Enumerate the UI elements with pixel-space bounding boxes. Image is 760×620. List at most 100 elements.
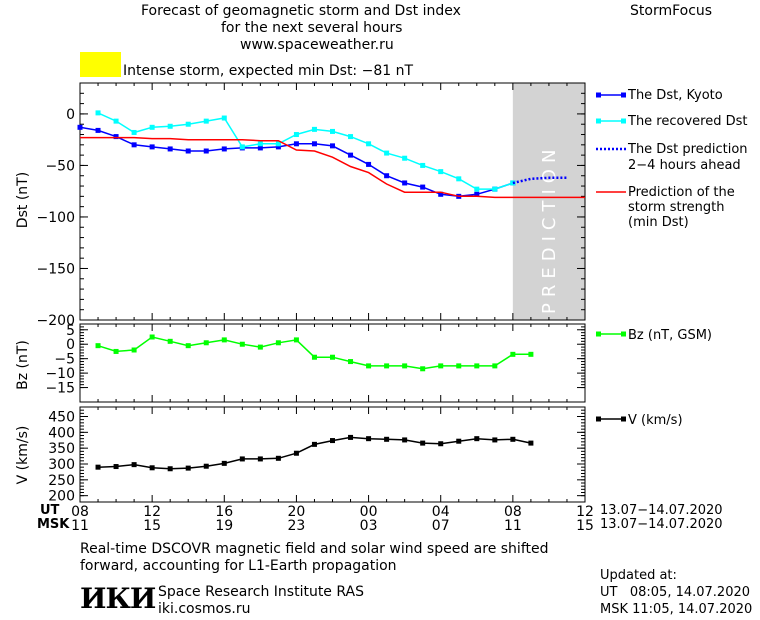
y-tick-label: −50 — [45, 158, 75, 174]
data-point — [366, 161, 372, 167]
updated-ut: UT 08:05, 14.07.2020 — [600, 585, 751, 600]
data-point — [330, 128, 335, 134]
alert-swatch — [80, 52, 121, 77]
data-point — [167, 146, 173, 152]
data-point — [275, 144, 281, 150]
y-axis-label: Dst (nT) — [15, 172, 31, 228]
data-point — [528, 440, 534, 446]
data-point — [149, 124, 155, 130]
y-tick-label: 200 — [48, 489, 75, 505]
data-point — [257, 344, 263, 350]
data-point — [366, 141, 372, 147]
y-tick-label: 0 — [66, 107, 75, 123]
legend-v-marker — [596, 416, 601, 422]
data-point — [167, 123, 173, 129]
data-point — [239, 456, 245, 462]
data-point — [311, 354, 317, 360]
x-tick-label-ut: 08 — [504, 504, 522, 520]
data-point — [402, 363, 408, 369]
data-point — [293, 132, 299, 138]
y-tick-label: 250 — [48, 473, 75, 489]
data-point — [185, 148, 191, 154]
data-point — [384, 436, 390, 442]
x-tick-label-msk: 15 — [143, 518, 161, 534]
legend-prediction-label: The Dst prediction — [627, 142, 748, 157]
legend-strength-label-2: storm strength — [628, 200, 725, 215]
bz-panel: 50−5−10−15 Bz (nT) — [15, 323, 586, 403]
iki-logo: ИКИ — [80, 582, 156, 615]
legend-prediction-label-2: 2−4 hours ahead — [628, 158, 741, 173]
data-point — [221, 337, 227, 343]
legend: The Dst, Kyoto The recovered Dst The Dst p… — [596, 88, 748, 428]
data-point — [311, 441, 317, 447]
data-point — [95, 110, 101, 116]
data-point — [77, 124, 83, 130]
institute-site: iki.cosmos.ru — [158, 601, 251, 617]
data-point — [95, 464, 101, 470]
data-point — [528, 351, 534, 357]
y-tick-label: 300 — [48, 457, 75, 473]
data-point — [402, 180, 408, 186]
data-point — [330, 354, 335, 360]
series-line — [512, 176, 567, 185]
legend-v-marker — [621, 416, 626, 422]
legend-v-label: V (km/s) — [628, 413, 683, 428]
data-point — [113, 348, 119, 354]
y-tick-label: 0 — [66, 337, 75, 353]
data-point — [402, 437, 408, 443]
data-point — [420, 366, 426, 372]
y-tick-label: −200 — [37, 313, 75, 329]
data-point — [203, 118, 209, 124]
updated-msk: MSK 11:05, 14.07.2020 — [600, 602, 753, 617]
data-point — [221, 146, 227, 152]
data-point — [275, 141, 281, 147]
data-point — [167, 466, 173, 472]
data-point — [348, 152, 354, 158]
data-point — [239, 144, 245, 150]
legend-strength-label-3: (min Dst) — [628, 215, 689, 230]
data-point — [311, 126, 317, 132]
data-point — [113, 118, 119, 124]
x-tick-label-ut: 16 — [215, 504, 233, 520]
data-point — [492, 363, 498, 369]
y-tick-label: −150 — [37, 261, 75, 277]
data-point — [203, 340, 209, 346]
data-point — [510, 436, 516, 442]
data-point — [510, 180, 516, 186]
prediction-band — [512, 83, 585, 320]
data-point — [185, 121, 191, 127]
data-point — [149, 334, 155, 340]
x-tick-label-msk: 11 — [504, 518, 522, 534]
x-tick-label-ut: 08 — [71, 504, 89, 520]
data-point — [131, 129, 137, 135]
legend-dst-kyoto-marker — [596, 92, 601, 98]
x-tick-label-ut: 12 — [576, 504, 594, 520]
data-point — [203, 463, 209, 469]
data-point — [420, 440, 426, 446]
footer-note-line1: Real-time DSCOVR magnetic field and sola… — [80, 541, 549, 557]
data-point — [293, 337, 299, 343]
data-point — [456, 176, 462, 182]
data-point — [366, 436, 372, 442]
data-point — [293, 141, 299, 147]
alert-text: Intense storm, expected min Dst: −81 nT — [123, 63, 414, 79]
data-point — [474, 363, 480, 369]
msk-row-label: MSK — [37, 517, 70, 532]
data-point — [348, 359, 354, 365]
msk-date-range: 13.07−14.07.2020 — [600, 517, 723, 532]
data-point — [311, 141, 317, 147]
footer-note-line2: forward, accounting for L1-Earth propaga… — [80, 558, 397, 574]
data-point — [492, 437, 498, 443]
ut-date-range: 13.07−14.07.2020 — [600, 503, 723, 518]
y-tick-label: −5 — [54, 352, 75, 368]
y-tick-label: 400 — [48, 425, 75, 441]
data-point — [149, 465, 155, 471]
data-point — [474, 436, 480, 442]
y-tick-label: 5 — [66, 323, 75, 339]
series-line — [97, 336, 531, 370]
data-point — [113, 464, 119, 470]
legend-dst-kyoto-label: The Dst, Kyoto — [627, 88, 723, 103]
